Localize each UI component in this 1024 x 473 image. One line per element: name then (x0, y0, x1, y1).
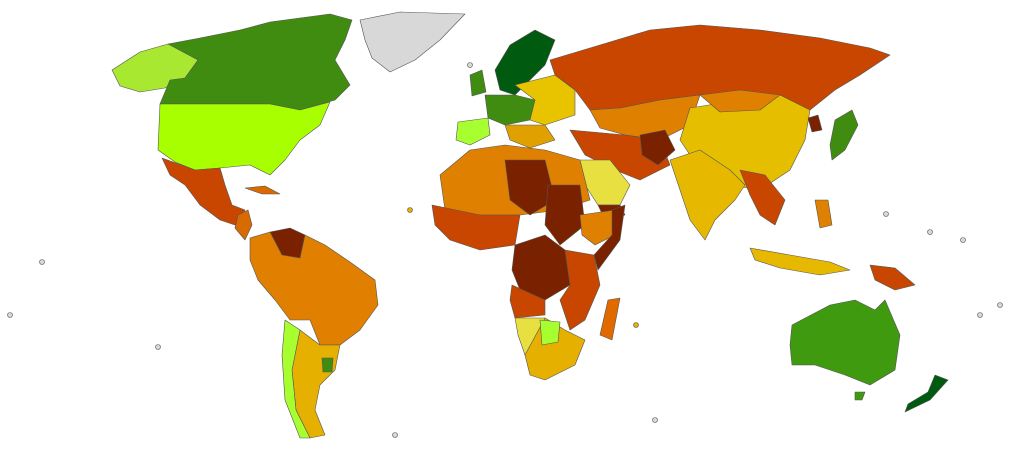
libya-chad (504, 159, 556, 216)
japan (829, 109, 859, 161)
greenland (359, 11, 466, 73)
island (155, 344, 161, 350)
southeast-asia (739, 169, 786, 226)
island (39, 259, 45, 265)
angola (509, 284, 546, 319)
cuba (244, 185, 281, 195)
canada (159, 13, 353, 111)
mongolia (699, 89, 781, 113)
island (960, 237, 966, 243)
balkans (504, 124, 556, 149)
indonesia (749, 247, 851, 276)
papua-new-guinea (869, 264, 916, 291)
island (633, 322, 639, 328)
island (652, 417, 658, 423)
botswana (539, 319, 561, 346)
iberia (455, 117, 491, 146)
madagascar (599, 297, 621, 341)
south-america (249, 231, 379, 346)
sudan (544, 184, 586, 246)
india (669, 149, 746, 241)
island (407, 207, 413, 213)
east-africa (559, 249, 601, 331)
tasmania (854, 391, 866, 401)
uruguay (321, 357, 334, 373)
korea-north (807, 114, 823, 133)
south-africa (524, 317, 586, 381)
island (883, 211, 889, 217)
afghanistan (639, 129, 676, 166)
uk (469, 69, 487, 97)
island (997, 302, 1003, 308)
western-europe (484, 94, 536, 126)
island (467, 62, 473, 68)
somalia (593, 204, 626, 271)
island (7, 312, 13, 318)
west-africa (431, 204, 521, 251)
island (927, 229, 933, 235)
ethiopia (579, 209, 616, 246)
usa (157, 101, 331, 176)
philippines (814, 199, 833, 229)
scandinavia (494, 29, 556, 96)
island (392, 432, 398, 438)
central-africa (511, 234, 571, 301)
island (977, 312, 983, 318)
australia (789, 299, 901, 386)
chile (281, 319, 311, 439)
new-zealand (904, 374, 949, 413)
central-america (234, 209, 253, 241)
